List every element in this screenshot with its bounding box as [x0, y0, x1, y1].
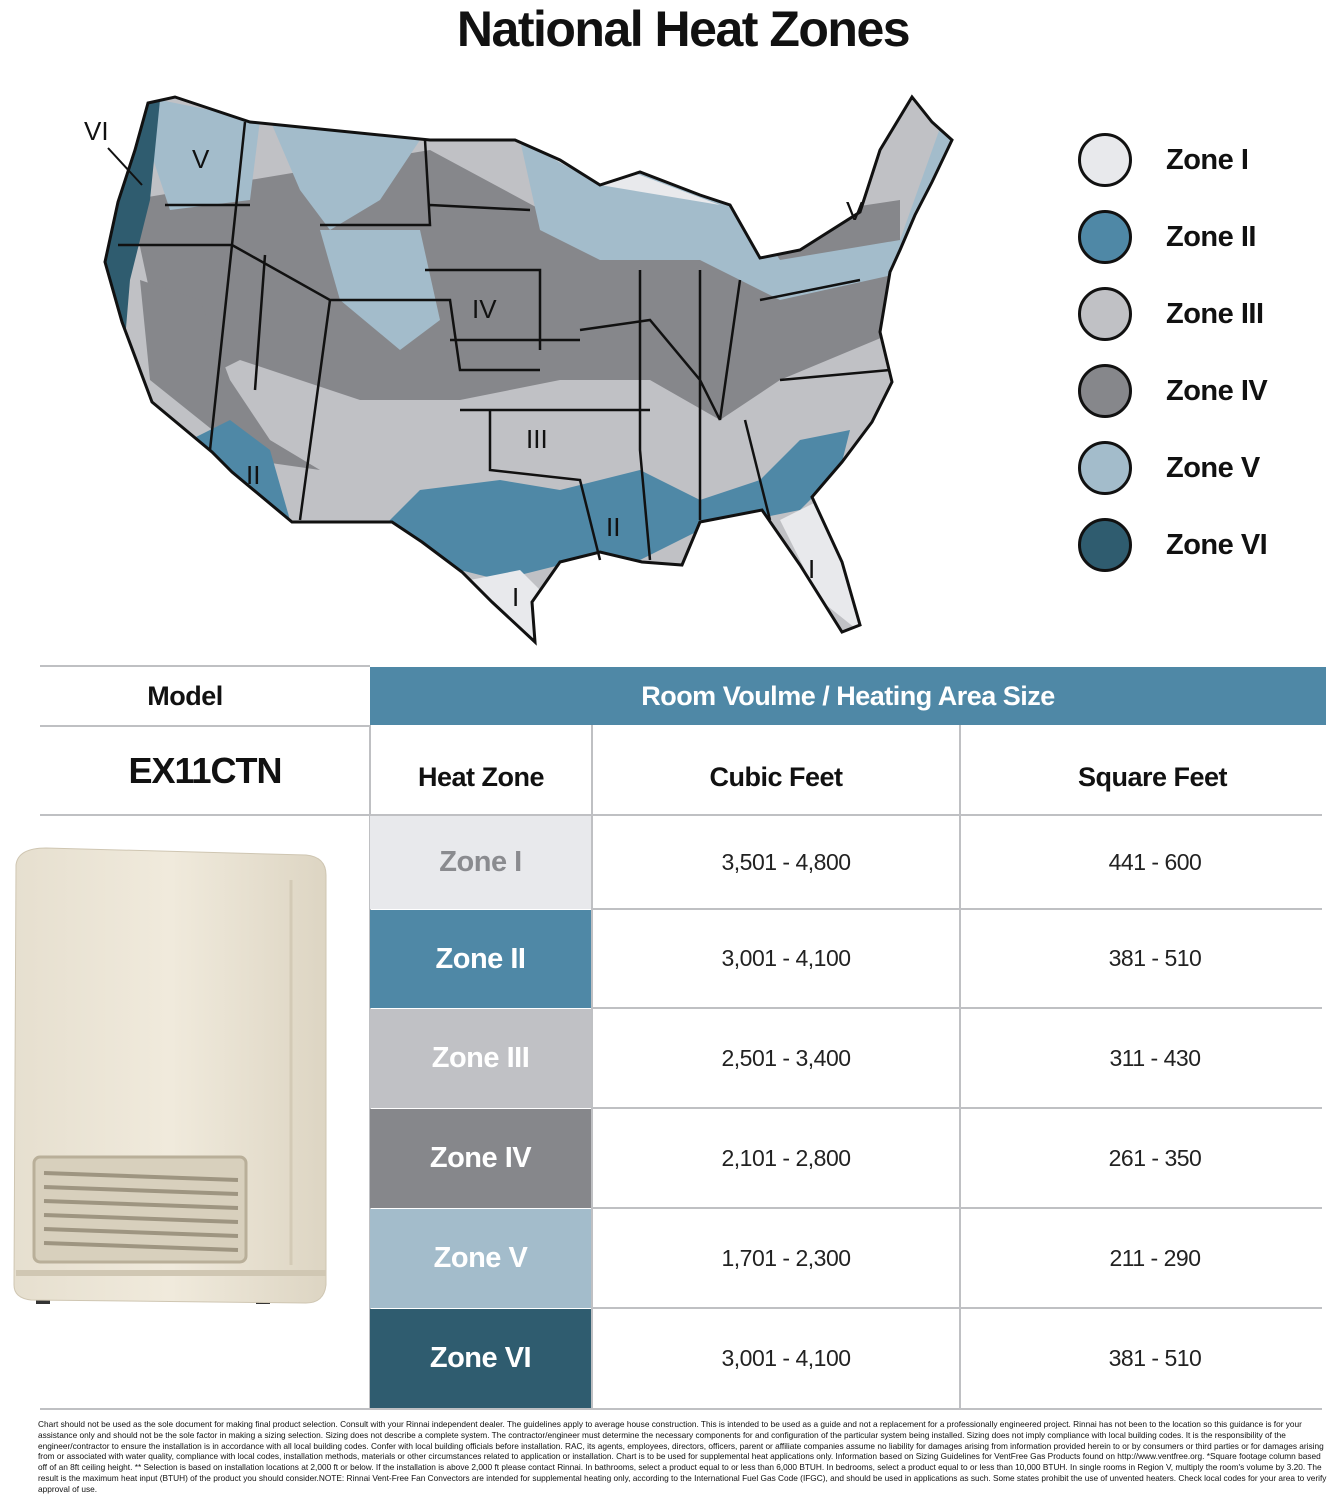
map-label-ii: II — [246, 460, 260, 490]
map-label-iii: III — [526, 424, 548, 454]
legend-label: Zone II — [1166, 220, 1256, 253]
square-feet-cell: 441 - 600 — [1108, 848, 1202, 875]
map-label-v: V — [192, 144, 210, 174]
zone-cell: Zone II — [370, 910, 591, 1008]
area-size-header: Room Voulme / Heating Area Size — [370, 667, 1326, 725]
square-feet-cell: 381 - 510 — [1108, 945, 1202, 971]
heat-zone-column-header: Heat Zone — [417, 761, 545, 792]
zone-i-area — [780, 500, 870, 640]
cubic-feet-cell: 1,701 - 2,300 — [721, 1244, 851, 1271]
zone-ii-area — [380, 430, 850, 580]
square-feet-cell: 261 - 350 — [1108, 1144, 1202, 1171]
legend-swatch — [1078, 210, 1132, 264]
cubic-feet-cell: 2,501 - 3,400 — [721, 1044, 851, 1071]
legend-swatch — [1078, 364, 1132, 418]
square-feet-column-header: Square Feet — [1077, 761, 1228, 792]
map-label-vi: VI — [84, 116, 109, 146]
us-heat-zone-map: VI V IV III II II I I V — [84, 95, 954, 644]
zone-v-area — [320, 230, 440, 350]
square-feet-cell: 211 - 290 — [1109, 1244, 1201, 1271]
page-title: National Heat Zones — [456, 1, 911, 57]
legend-item: Zone V — [1078, 439, 1260, 497]
heater-product-image — [13, 847, 327, 1304]
map-label-i: I — [512, 582, 519, 612]
legend-swatch — [1078, 133, 1132, 187]
cubic-feet-cell: 3,001 - 4,100 — [721, 945, 851, 971]
zone-cell: Zone V — [370, 1209, 591, 1308]
legend-label: Zone I — [1166, 143, 1249, 176]
model-name: EX11CTN — [128, 750, 282, 791]
model-header: Model — [147, 680, 223, 711]
zone-cell: Zone IV — [370, 1109, 591, 1208]
disclaimer-footnote: Chart should not be used as the sole doc… — [38, 1419, 1327, 1494]
map-label-i: I — [808, 554, 815, 584]
legend-item: Zone IV — [1078, 362, 1268, 420]
state-borders — [118, 121, 891, 561]
zone-cell: Zone I — [370, 816, 591, 909]
legend-item: Zone VI — [1078, 516, 1268, 574]
zone-ii-area — [190, 420, 290, 520]
zone-cell: Zone VI — [370, 1309, 591, 1408]
cubic-feet-cell: 3,001 - 4,100 — [721, 1344, 851, 1371]
cubic-feet-cell: 3,501 - 4,800 — [721, 848, 851, 875]
cubic-feet-cell: 2,101 - 2,800 — [721, 1144, 851, 1171]
zone-i-area — [470, 570, 550, 642]
legend-label: Zone IV — [1166, 374, 1268, 407]
legend-item: Zone I — [1078, 131, 1249, 189]
zone-v-area — [270, 120, 420, 230]
cubic-feet-column-header: Cubic Feet — [709, 761, 843, 792]
legend-label: Zone VI — [1166, 528, 1268, 561]
zone-iv-area — [140, 280, 320, 470]
map-label-ii: II — [606, 512, 620, 542]
zone-v-area — [150, 100, 260, 210]
square-feet-cell: 311 - 430 — [1109, 1044, 1201, 1071]
legend-label: Zone III — [1166, 297, 1264, 330]
legend-swatch — [1078, 441, 1132, 495]
square-feet-cell: 381 - 510 — [1108, 1344, 1202, 1371]
legend-item: Zone II — [1078, 208, 1256, 266]
legend-item: Zone III — [1078, 285, 1264, 343]
legend-label: Zone V — [1166, 451, 1260, 484]
legend-swatch — [1078, 287, 1132, 341]
map-label-v: V — [846, 196, 864, 226]
map-label-iv: IV — [472, 294, 497, 324]
zone-cell: Zone III — [370, 1009, 591, 1108]
legend-swatch — [1078, 518, 1132, 572]
